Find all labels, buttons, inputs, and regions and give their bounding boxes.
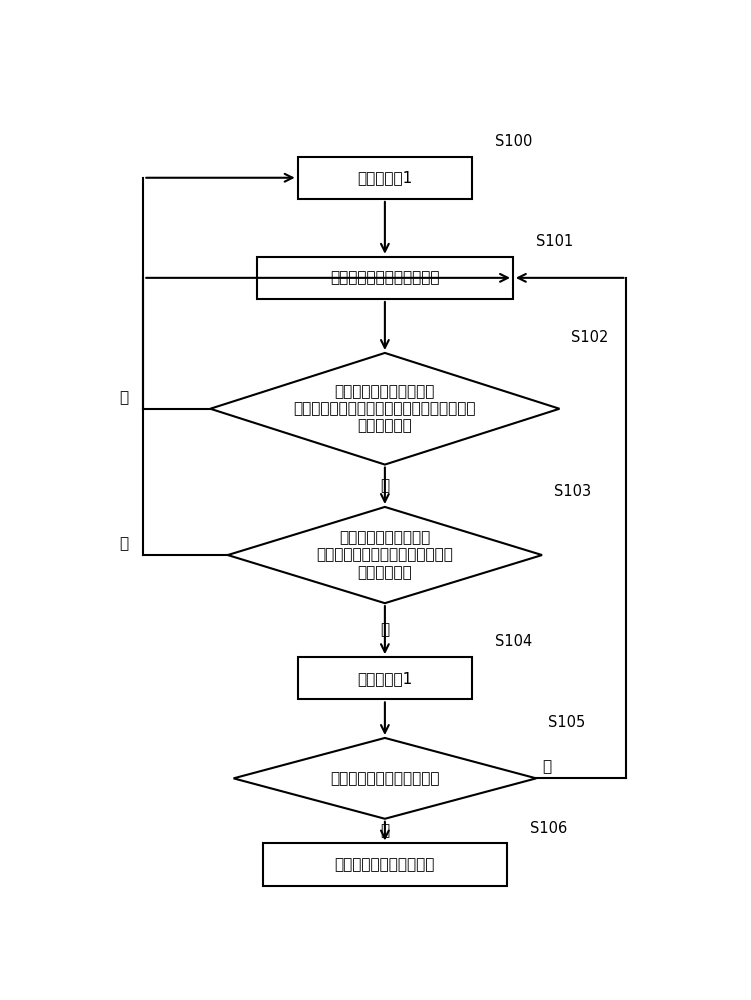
Text: 否: 否 bbox=[119, 536, 129, 551]
Text: S101: S101 bbox=[536, 234, 574, 249]
Text: S106: S106 bbox=[530, 821, 568, 836]
Text: 是: 是 bbox=[380, 478, 390, 493]
Text: S100: S100 bbox=[496, 134, 533, 149]
Text: S104: S104 bbox=[496, 634, 532, 649]
Text: S102: S102 bbox=[572, 330, 608, 345]
Text: 否: 否 bbox=[542, 760, 551, 774]
Text: 判断当前检测到的接触
与前一次检测到的接触是否对应于
同一触摸按键: 判断当前检测到的接触 与前一次检测到的接触是否对应于 同一触摸按键 bbox=[316, 530, 454, 580]
Text: 否: 否 bbox=[119, 390, 129, 405]
Polygon shape bbox=[210, 353, 559, 465]
Text: S105: S105 bbox=[547, 715, 585, 730]
Text: 判断当前检测到的接触与
前一次检测到的接触之间的时间历程是否小于
第一预设时间: 判断当前检测到的接触与 前一次检测到的接触之间的时间历程是否小于 第一预设时间 bbox=[294, 384, 476, 434]
Text: 是: 是 bbox=[380, 623, 390, 638]
Polygon shape bbox=[234, 738, 536, 819]
Text: S103: S103 bbox=[553, 484, 591, 499]
Text: 将次数递增1: 将次数递增1 bbox=[357, 671, 412, 686]
Text: 是: 是 bbox=[380, 824, 390, 839]
FancyBboxPatch shape bbox=[257, 257, 513, 299]
FancyBboxPatch shape bbox=[263, 843, 507, 886]
Text: 从休眠状态唤醒所述设备: 从休眠状态唤醒所述设备 bbox=[335, 857, 435, 872]
Text: 判断次数是否等于预定次数: 判断次数是否等于预定次数 bbox=[330, 771, 439, 786]
FancyBboxPatch shape bbox=[297, 157, 472, 199]
Text: 检测对应于触摸按键的接触: 检测对应于触摸按键的接触 bbox=[330, 270, 439, 285]
Text: 设置次数为1: 设置次数为1 bbox=[357, 170, 412, 185]
Polygon shape bbox=[228, 507, 542, 603]
FancyBboxPatch shape bbox=[297, 657, 472, 699]
